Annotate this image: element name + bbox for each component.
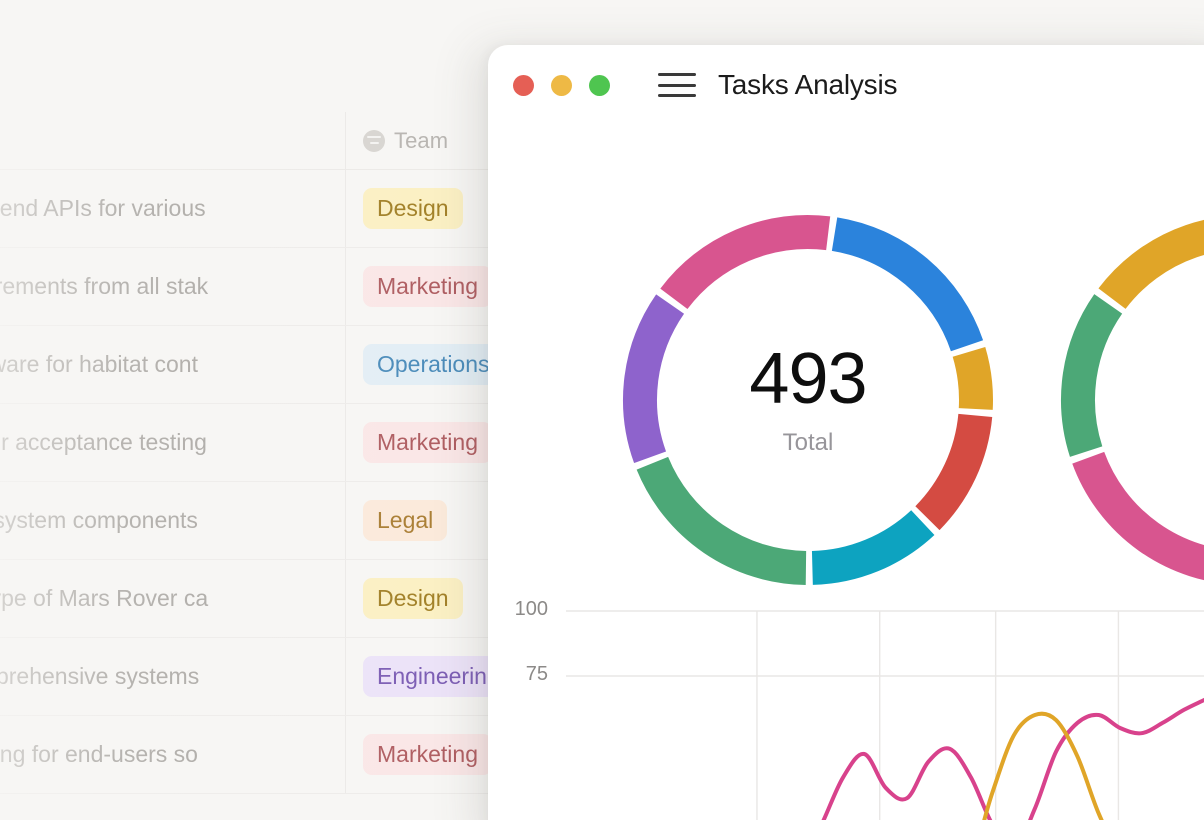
donut-primary-center: 493 Total	[618, 210, 998, 590]
y-axis-tick-100: 100	[514, 598, 548, 620]
table-row[interactable]: aining for end-users so Marketing	[0, 716, 560, 794]
donut-primary-svg	[623, 215, 993, 585]
donut-segment-purple[interactable]	[623, 294, 685, 464]
team-badge[interactable]: Design	[363, 188, 463, 229]
team-badge[interactable]: Legal	[363, 500, 448, 541]
task-text: oftware for habitat cont	[0, 351, 198, 377]
donut-charts-area: 493 Total 1	[488, 125, 1204, 585]
table-cell-task: user acceptance testing	[0, 429, 345, 456]
task-text: omprehensive systems	[0, 663, 200, 689]
team-badge[interactable]: Marketing	[363, 266, 492, 307]
task-text: aining for end-users so	[0, 741, 198, 767]
line-series-series-a[interactable]	[566, 658, 1204, 820]
team-badge[interactable]: Operations	[363, 344, 504, 385]
minimize-button[interactable]	[551, 74, 572, 96]
table-cell-task: omprehensive systems	[0, 663, 345, 690]
donut-secondary-svg	[1061, 219, 1204, 581]
table-row[interactable]: all system components Legal	[0, 482, 560, 560]
trend-chart-svg	[566, 610, 1204, 820]
table-cell-task: quirements from all stak	[0, 273, 345, 300]
task-text: totype of Mars Rover ca	[0, 585, 209, 611]
team-badge[interactable]: Marketing	[363, 734, 492, 775]
y-axis-tick-75: 75	[525, 663, 548, 685]
task-text: ackend APIs for various	[0, 195, 206, 221]
table-body-wrapper: or Team ackend APIs for various Design qui…	[0, 112, 560, 794]
donut-primary-value: 493	[749, 339, 867, 419]
background-task-table: or Team ackend APIs for various Design qui…	[0, 0, 560, 820]
line-series-series-b[interactable]	[566, 711, 1204, 820]
donut-chart-secondary[interactable]: 1	[1056, 210, 1204, 590]
table-header-row: or Team	[0, 112, 560, 794]
close-button[interactable]	[513, 74, 534, 96]
table-cell-task: ackend APIs for various	[0, 195, 345, 222]
task-text: quirements from all stak	[0, 273, 209, 299]
table-header-cell-task[interactable]: or	[0, 128, 345, 154]
donut-chart-primary[interactable]: 493 Total	[618, 210, 998, 590]
donut-segment-other[interactable]	[1061, 294, 1123, 457]
trend-line-chart[interactable]: 100 75	[488, 577, 1204, 820]
table-row[interactable]: user acceptance testing Marketing	[0, 404, 560, 482]
donut-segment-red[interactable]	[915, 413, 993, 531]
table-row[interactable]: totype of Mars Rover ca Design	[0, 560, 560, 638]
donut-segment-teal[interactable]	[811, 509, 935, 585]
donut-segment-amber[interactable]	[1098, 219, 1204, 310]
task-text: all system components	[0, 507, 198, 533]
team-badge[interactable]: Design	[363, 578, 463, 619]
table-cell-task: oftware for habitat cont	[0, 351, 345, 378]
table-rows-host: ackend APIs for various Design quirements …	[0, 170, 560, 794]
table-row[interactable]: oftware for habitat cont Operations	[0, 326, 560, 404]
filter-icon[interactable]	[363, 129, 385, 152]
donut-segment-amber[interactable]	[952, 347, 993, 410]
hamburger-icon[interactable]	[658, 73, 696, 97]
table-cell-task: totype of Mars Rover ca	[0, 585, 345, 612]
team-badge[interactable]: Marketing	[363, 422, 492, 463]
donut-segment-pink[interactable]	[660, 215, 831, 310]
maximize-button[interactable]	[589, 74, 610, 96]
donut-primary-label: Total	[782, 429, 834, 456]
table-cell-task: aining for end-users so	[0, 741, 345, 768]
donut-segment-green[interactable]	[636, 456, 807, 585]
traffic-lights	[513, 74, 610, 96]
window-title: Tasks Analysis	[718, 69, 898, 100]
task-text: user acceptance testing	[0, 429, 207, 455]
table-row[interactable]: ackend APIs for various Design	[0, 170, 560, 248]
window-titlebar: Tasks Analysis	[488, 45, 1204, 125]
donut-secondary-center: 1	[1056, 210, 1204, 590]
table-cell-task: all system components	[0, 507, 345, 534]
table-header-label-team: Team	[394, 127, 449, 153]
donut-segment-pink[interactable]	[1072, 451, 1204, 581]
tasks-analysis-window: Tasks Analysis 493 Total 1	[488, 45, 1204, 820]
table-row[interactable]: quirements from all stak Marketing	[0, 248, 560, 326]
donut-segment-blue[interactable]	[831, 217, 984, 352]
